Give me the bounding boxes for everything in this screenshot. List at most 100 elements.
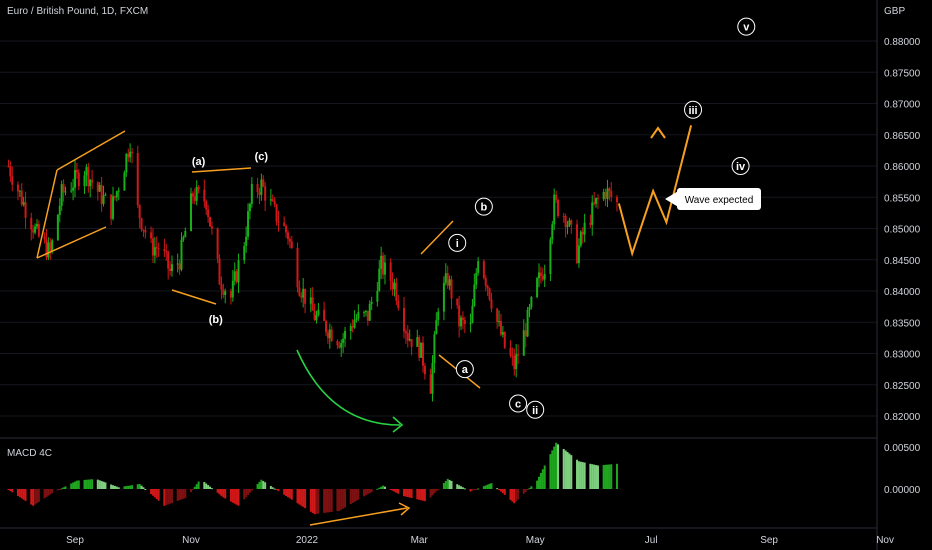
candle-body [102, 195, 105, 204]
candle-body [89, 179, 92, 187]
macd-bar [448, 479, 451, 489]
candle-body [83, 175, 86, 187]
candle-body [262, 179, 265, 187]
candle-body [245, 236, 248, 246]
macd-bar [129, 485, 132, 489]
callout-box [677, 188, 761, 210]
macd-bar [248, 489, 251, 493]
macd-bar [30, 489, 33, 505]
candle-body [210, 226, 213, 229]
candle-body [250, 184, 253, 204]
candle-body [296, 247, 299, 288]
macd-bar [530, 486, 533, 489]
macd-bar [70, 483, 73, 489]
time-tick-label: Nov [182, 535, 200, 546]
candle-body [323, 309, 326, 321]
price-grid [0, 40, 877, 417]
macd-bar [404, 489, 407, 497]
macd-bar [229, 489, 232, 502]
macd-bar [271, 487, 274, 489]
candle-body [422, 342, 424, 366]
macd-bar [176, 489, 179, 501]
candle-body [51, 240, 54, 252]
candle-body [564, 216, 567, 227]
candle-body [418, 337, 421, 358]
candle-body [32, 229, 35, 233]
macd-bar [273, 488, 276, 490]
macd-bar [180, 489, 183, 500]
candle-body [513, 355, 516, 370]
candle-body [420, 342, 423, 358]
macd-bar [91, 479, 94, 489]
price-tick-label: 0.83000 [884, 350, 921, 361]
candle-body [224, 291, 227, 296]
macd-bar [435, 489, 438, 492]
price-tick-label: 0.85000 [884, 225, 921, 236]
channel-upper-line [56, 130, 126, 171]
candle-body [380, 255, 383, 269]
price-tick-label: 0.88000 [884, 37, 921, 48]
candle-body [370, 301, 373, 304]
candle-body [167, 251, 170, 269]
candle-body [484, 277, 487, 286]
macd-bar [463, 488, 466, 490]
price-ticks: 0.88000 0.87500 0.87000 0.86500 0.86000 0.855… [884, 37, 921, 496]
macd-bar [325, 489, 328, 513]
macd-bar [72, 482, 75, 489]
candle-body [351, 326, 354, 328]
macd-bar [475, 489, 478, 490]
macd-bar [562, 448, 565, 489]
candle-body [482, 261, 485, 278]
macd-bar [344, 489, 347, 508]
candle-body [477, 261, 480, 273]
candle-body [589, 222, 592, 225]
candle-body [344, 330, 347, 339]
macd-bar [64, 486, 67, 489]
candle-body [144, 230, 147, 233]
candle-body [285, 226, 288, 233]
macd-bar [543, 465, 546, 489]
macd-bar [18, 489, 21, 498]
candle-body [393, 282, 396, 290]
macd-bar [581, 462, 584, 489]
candle-body [340, 342, 343, 348]
macd-bar [298, 489, 301, 505]
macd-bar [210, 488, 213, 490]
macd-bar [336, 489, 339, 512]
macd-bar [58, 489, 61, 490]
macd-bar [193, 486, 196, 489]
candle-body [606, 188, 609, 199]
candle-body [325, 320, 328, 333]
candle-body [43, 236, 46, 240]
candle-body [264, 186, 267, 201]
macd-bar [323, 489, 326, 513]
candle-body [498, 321, 501, 323]
candle-body [538, 272, 540, 279]
macd-bar [482, 486, 485, 489]
candle-body [509, 347, 512, 356]
macd-bar [501, 489, 504, 494]
macd-bar [100, 481, 103, 489]
candle-body [273, 200, 276, 205]
macd-bar [182, 489, 185, 499]
candle-body [471, 305, 474, 324]
macd-bar [418, 489, 421, 500]
macd-bar [363, 489, 366, 497]
macd-bar [433, 489, 436, 494]
candle-body [153, 247, 156, 256]
macd-bar [245, 489, 248, 498]
macd-bar [260, 479, 263, 489]
macd-bar [357, 489, 360, 500]
candle-body [58, 205, 61, 216]
macd-tick-label: 0.00000 [884, 485, 921, 496]
candle-body [595, 197, 598, 204]
candle-body [615, 197, 618, 203]
macd-bar [169, 489, 172, 504]
macd-bar [524, 489, 527, 492]
candle-body [190, 193, 192, 232]
wave-label-circle [509, 394, 528, 413]
candle-body [45, 239, 48, 258]
candle-body [330, 329, 333, 342]
macd-bar [136, 484, 139, 489]
